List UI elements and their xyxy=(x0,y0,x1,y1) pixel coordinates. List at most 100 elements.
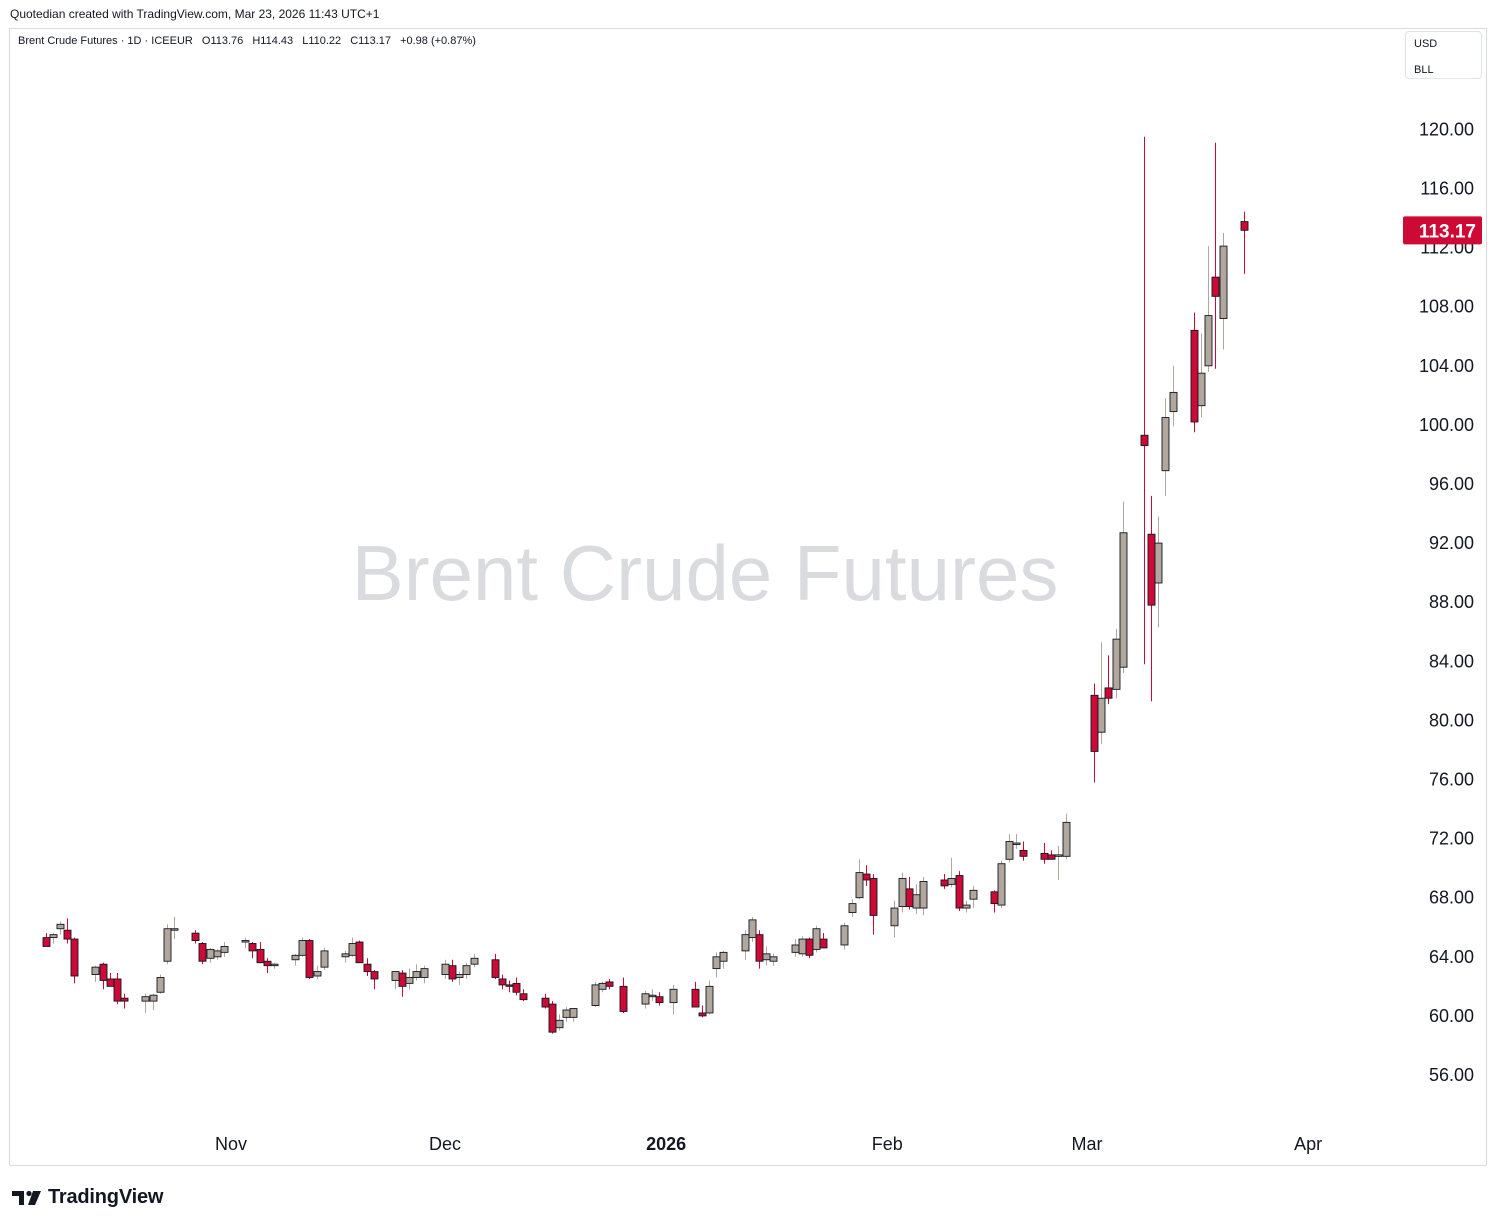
candle xyxy=(1040,843,1049,864)
candle xyxy=(719,950,728,969)
candle xyxy=(391,971,400,990)
candle xyxy=(1090,683,1099,783)
price-tick-label: 76.00 xyxy=(1429,770,1474,790)
time-axis[interactable]: Nov Dec 2026 Feb Mar Apr xyxy=(215,1134,1322,1154)
candle xyxy=(698,1005,707,1018)
candle xyxy=(348,937,357,957)
candle-body xyxy=(905,888,914,908)
candle-body xyxy=(462,965,471,975)
candle-body xyxy=(405,977,414,984)
candle xyxy=(206,947,215,963)
candle xyxy=(862,865,871,886)
price-tick-label: 80.00 xyxy=(1429,710,1474,730)
tradingview-logo[interactable]: TradingView xyxy=(12,1186,163,1209)
candle-body xyxy=(363,963,372,973)
candle xyxy=(712,952,721,978)
candle xyxy=(798,936,807,957)
candle xyxy=(1161,398,1170,496)
candle-body xyxy=(448,965,457,980)
price-tick-label: 104.00 xyxy=(1419,356,1474,376)
chart-frame[interactable] xyxy=(9,28,1487,1166)
candle xyxy=(755,930,764,969)
candle-body xyxy=(1112,638,1121,690)
candle xyxy=(919,877,928,916)
candle xyxy=(1204,246,1213,372)
candle xyxy=(455,971,464,985)
candle-body xyxy=(955,875,964,909)
candle xyxy=(905,877,914,910)
candle xyxy=(748,916,757,943)
candle xyxy=(1197,333,1206,418)
candle-body xyxy=(163,928,172,962)
candle-body xyxy=(441,963,450,975)
candle xyxy=(947,857,956,888)
candle xyxy=(741,930,750,960)
candle-body xyxy=(505,984,514,987)
candle xyxy=(163,924,172,965)
candle-body xyxy=(248,943,257,952)
candle-body xyxy=(1104,687,1113,699)
candle-body xyxy=(298,940,307,956)
candle xyxy=(619,977,628,1013)
price-tick-label: 56.00 xyxy=(1429,1065,1474,1085)
last-price-label: 113.17 xyxy=(1419,221,1476,242)
candle xyxy=(705,980,714,1015)
candle xyxy=(1047,850,1056,860)
candle-body xyxy=(519,993,528,1001)
candle xyxy=(1054,845,1063,880)
candle xyxy=(470,953,479,968)
candle xyxy=(398,970,407,997)
candle xyxy=(762,946,771,966)
candle xyxy=(106,973,115,987)
candle xyxy=(1112,628,1121,699)
time-tick-label: 2026 xyxy=(646,1134,686,1154)
candle-body xyxy=(263,960,272,967)
candle xyxy=(912,884,921,914)
candle-body xyxy=(969,889,978,900)
candle xyxy=(1140,136,1149,665)
candle xyxy=(256,942,265,964)
candle xyxy=(462,962,471,979)
candle-body xyxy=(1012,842,1021,845)
candle xyxy=(805,937,814,959)
candle-body xyxy=(49,934,58,939)
candle-body xyxy=(1119,532,1128,668)
price-tick-label: 68.00 xyxy=(1429,888,1474,908)
candle xyxy=(1119,501,1128,674)
time-tick-label: Apr xyxy=(1294,1134,1322,1154)
candle-body xyxy=(819,938,828,949)
candle-body xyxy=(1062,821,1071,857)
legend-symbol: Brent Crude Futures · 1D · ICEEUR xyxy=(18,35,193,47)
candle-body xyxy=(869,878,878,916)
candle-body xyxy=(498,978,507,986)
candle-body xyxy=(1219,245,1228,319)
candle-body xyxy=(313,971,322,977)
candle-body xyxy=(241,940,250,943)
price-axis[interactable]: 56.00 60.00 64.00 68.00 72.00 76.00 80.00 84.00… xyxy=(1419,119,1474,1085)
candle-body xyxy=(691,988,700,1008)
candle-body xyxy=(698,1012,707,1017)
candle-body xyxy=(470,957,479,965)
candle-body xyxy=(1040,852,1049,860)
candle-body xyxy=(848,903,857,913)
candle-body xyxy=(791,944,800,953)
candle-body xyxy=(141,996,150,1002)
candle-body xyxy=(705,985,714,1014)
candle xyxy=(997,860,1006,909)
candle-body xyxy=(997,863,1006,906)
candle-body xyxy=(805,938,814,956)
candle-body xyxy=(1161,417,1170,472)
candle xyxy=(641,990,650,1009)
candle xyxy=(313,965,322,979)
candle-body xyxy=(591,984,600,1007)
candle-body xyxy=(1190,329,1199,423)
candle xyxy=(141,993,150,1013)
candles-layer xyxy=(42,136,1249,1034)
currency-unit-selector[interactable]: USD BLL xyxy=(1405,31,1482,79)
price-tick-label: 108.00 xyxy=(1419,297,1474,317)
candle-body xyxy=(398,972,407,987)
candle xyxy=(99,962,108,990)
candle-body xyxy=(120,997,129,1002)
candle xyxy=(213,949,222,960)
